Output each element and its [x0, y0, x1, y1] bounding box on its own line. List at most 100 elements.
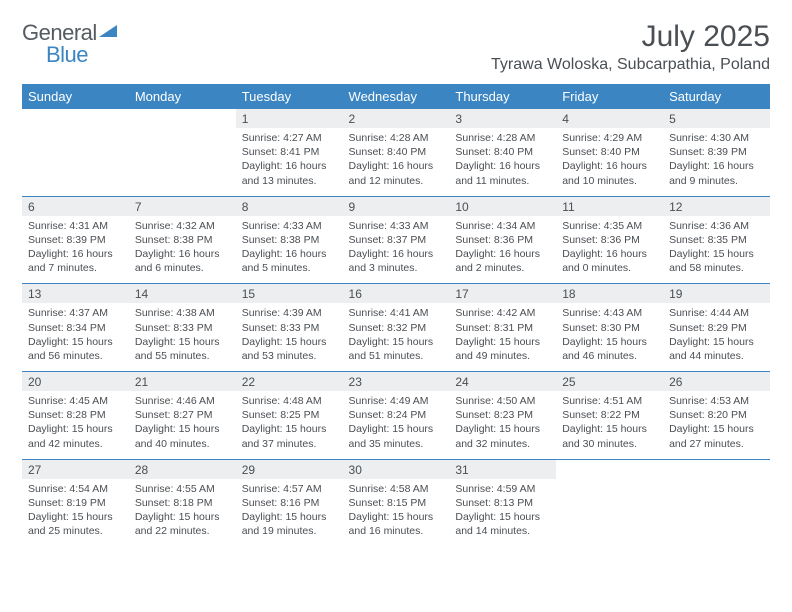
sunrise-text: Sunrise: 4:32 AM — [135, 220, 215, 232]
day-details: Sunrise: 4:39 AMSunset: 8:33 PMDaylight:… — [236, 303, 343, 371]
day-number-row: 13141516171819 — [22, 284, 770, 304]
day-details: Sunrise: 4:58 AMSunset: 8:15 PMDaylight:… — [343, 479, 450, 547]
sunset-text: Sunset: 8:34 PM — [28, 322, 106, 334]
day-details: Sunrise: 4:37 AMSunset: 8:34 PMDaylight:… — [22, 303, 129, 371]
sunset-text: Sunset: 8:30 PM — [562, 322, 640, 334]
daylight-text: Daylight: 15 hours and 14 minutes. — [455, 511, 540, 537]
day-details: Sunrise: 4:55 AMSunset: 8:18 PMDaylight:… — [129, 479, 236, 547]
day-details: Sunrise: 4:45 AMSunset: 8:28 PMDaylight:… — [22, 391, 129, 459]
dayname-mon: Monday — [129, 84, 236, 109]
empty-cell — [663, 479, 770, 547]
day-number: 8 — [236, 196, 343, 216]
day-detail-row: Sunrise: 4:27 AMSunset: 8:41 PMDaylight:… — [22, 128, 770, 196]
day-number: 17 — [449, 284, 556, 304]
day-details: Sunrise: 4:30 AMSunset: 8:39 PMDaylight:… — [663, 128, 770, 196]
daylight-text: Daylight: 16 hours and 3 minutes. — [349, 248, 434, 274]
day-number: 6 — [22, 196, 129, 216]
day-detail-row: Sunrise: 4:54 AMSunset: 8:19 PMDaylight:… — [22, 479, 770, 547]
day-details: Sunrise: 4:48 AMSunset: 8:25 PMDaylight:… — [236, 391, 343, 459]
day-number: 18 — [556, 284, 663, 304]
sunrise-text: Sunrise: 4:27 AM — [242, 132, 322, 144]
sunset-text: Sunset: 8:23 PM — [455, 409, 533, 421]
daylight-text: Daylight: 16 hours and 9 minutes. — [669, 160, 754, 186]
sunrise-text: Sunrise: 4:57 AM — [242, 483, 322, 495]
sunrise-text: Sunrise: 4:33 AM — [242, 220, 322, 232]
sunrise-text: Sunrise: 4:50 AM — [455, 395, 535, 407]
sunrise-text: Sunrise: 4:44 AM — [669, 307, 749, 319]
day-number: 5 — [663, 109, 770, 128]
day-number: 21 — [129, 372, 236, 392]
empty-cell — [556, 459, 663, 479]
daylight-text: Daylight: 15 hours and 49 minutes. — [455, 336, 540, 362]
sunset-text: Sunset: 8:20 PM — [669, 409, 747, 421]
sunset-text: Sunset: 8:19 PM — [28, 497, 106, 509]
day-details: Sunrise: 4:34 AM Sunset: 8:36 PM Daylight:… — [449, 216, 556, 284]
empty-cell — [556, 479, 663, 547]
sunset-text: Sunset: 8:24 PM — [349, 409, 427, 421]
daylight-text: Daylight: 16 hours and 5 minutes. — [242, 248, 327, 274]
day-detail-row: Sunrise: 4:37 AMSunset: 8:34 PMDaylight:… — [22, 303, 770, 371]
empty-cell — [663, 459, 770, 479]
sunrise-text: Sunrise: 4:53 AM — [669, 395, 749, 407]
day-number: 10 — [449, 196, 556, 216]
day-number: 13 — [22, 284, 129, 304]
day-details: Sunrise: 4:46 AMSunset: 8:27 PMDaylight:… — [129, 391, 236, 459]
day-details: Sunrise: 4:31 AMSunset: 8:39 PMDaylight:… — [22, 216, 129, 284]
day-details: Sunrise: 4:41 AMSunset: 8:32 PMDaylight:… — [343, 303, 450, 371]
calendar-body: 12345Sunrise: 4:27 AMSunset: 8:41 PMDayl… — [22, 109, 770, 547]
title-block: July 2025 Tyrawa Woloska, Subcarpathia, … — [491, 20, 770, 74]
sunset-text: Sunset: 8:40 PM — [455, 146, 533, 158]
brand-part2: Blue — [46, 42, 88, 67]
daylight-text: Daylight: 16 hours and 2 minutes. — [455, 248, 540, 274]
sunrise-text: Sunrise: 4:36 AM — [669, 220, 749, 232]
day-details: Sunrise: 4:53 AM Sunset: 8:20 PM Daylight:… — [663, 391, 770, 459]
daylight-text: Daylight: 15 hours and 46 minutes. — [562, 336, 647, 362]
day-details: Sunrise: 4:33 AMSunset: 8:37 PMDaylight:… — [343, 216, 450, 284]
day-number: 11 — [556, 196, 663, 216]
sunrise-text: Sunrise: 4:34 AM — [455, 220, 535, 232]
sunrise-text: Sunrise: 4:39 AM — [242, 307, 322, 319]
sunrise-text: Sunrise: 4:55 AM — [135, 483, 215, 495]
sunset-text: Sunset: 8:31 PM — [455, 322, 533, 334]
empty-cell — [22, 109, 129, 128]
day-details: Sunrise: 4:49 AMSunset: 8:24 PMDaylight:… — [343, 391, 450, 459]
empty-cell — [22, 128, 129, 196]
sunset-text: Sunset: 8:29 PM — [669, 322, 747, 334]
sunset-text: Sunset: 8:28 PM — [28, 409, 106, 421]
sunset-text: Sunset: 8:39 PM — [28, 234, 106, 246]
sunset-text: Sunset: 8:36 PM — [455, 234, 533, 246]
daylight-text: Daylight: 16 hours and 11 minutes. — [455, 160, 540, 186]
dayname-tue: Tuesday — [236, 84, 343, 109]
daylight-text: Daylight: 15 hours and 55 minutes. — [135, 336, 220, 362]
sunrise-text: Sunrise: 4:28 AM — [455, 132, 535, 144]
sunrise-text: Sunrise: 4:33 AM — [349, 220, 429, 232]
sunrise-text: Sunrise: 4:29 AM — [562, 132, 642, 144]
day-details: Sunrise: 4:29 AMSunset: 8:40 PMDaylight:… — [556, 128, 663, 196]
sunrise-text: Sunrise: 4:42 AM — [455, 307, 535, 319]
daylight-text: Daylight: 16 hours and 10 minutes. — [562, 160, 647, 186]
day-details: Sunrise: 4:28 AMSunset: 8:40 PMDaylight:… — [343, 128, 450, 196]
day-details: Sunrise: 4:51 AMSunset: 8:22 PMDaylight:… — [556, 391, 663, 459]
sunrise-text: Sunrise: 4:31 AM — [28, 220, 108, 232]
dayname-sun: Sunday — [22, 84, 129, 109]
daylight-text: Daylight: 15 hours and 53 minutes. — [242, 336, 327, 362]
sunset-text: Sunset: 8:18 PM — [135, 497, 213, 509]
calendar-table: Sunday Monday Tuesday Wednesday Thursday… — [22, 84, 770, 547]
sunrise-text: Sunrise: 4:51 AM — [562, 395, 642, 407]
day-details: Sunrise: 4:44 AM Sunset: 8:29 PM Daylight:… — [663, 303, 770, 371]
daylight-text: Daylight: 15 hours and 44 minutes. — [669, 336, 754, 362]
daylight-text: Daylight: 15 hours and 42 minutes. — [28, 423, 113, 449]
day-number: 7 — [129, 196, 236, 216]
sunrise-text: Sunrise: 4:43 AM — [562, 307, 642, 319]
dayname-wed: Wednesday — [343, 84, 450, 109]
day-number: 27 — [22, 459, 129, 479]
page-header: General July 2025 Tyrawa Woloska, Subcar… — [22, 20, 770, 74]
day-details: Sunrise: 4:32 AMSunset: 8:38 PMDaylight:… — [129, 216, 236, 284]
day-details: Sunrise: 4:27 AMSunset: 8:41 PMDaylight:… — [236, 128, 343, 196]
day-details: Sunrise: 4:28 AM Sunset: 8:40 PM Daylight:… — [449, 128, 556, 196]
daylight-text: Daylight: 15 hours and 27 minutes. — [669, 423, 754, 449]
day-number: 26 — [663, 372, 770, 392]
day-number: 2 — [343, 109, 450, 128]
sunset-text: Sunset: 8:16 PM — [242, 497, 320, 509]
sunrise-text: Sunrise: 4:46 AM — [135, 395, 215, 407]
